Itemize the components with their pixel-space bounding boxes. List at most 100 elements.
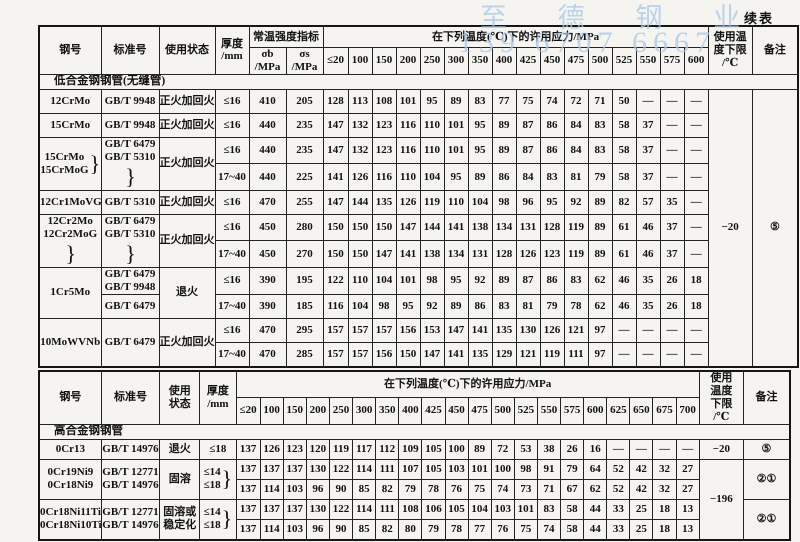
table-cell: 79 (539, 293, 565, 319)
header-sigma-s: σs /MPa (285, 47, 324, 75)
table-cell: 12CrMo (38, 88, 102, 114)
table-cell: 固溶 (159, 458, 201, 500)
table-cell: 270 (285, 240, 324, 268)
header-cell: 575 (659, 47, 685, 75)
table-cell: GB/T 6479 (100, 317, 160, 368)
table-cell: 97 (587, 341, 613, 368)
table-cell: 95 (467, 112, 493, 138)
table-cell: 470 (248, 189, 287, 215)
header-thickness: 厚度 /mm (199, 370, 237, 425)
section-label-high-alloy: 高合金钢钢管 (38, 423, 791, 440)
table-cell: 18 (683, 293, 709, 319)
table-cell: 84 (563, 136, 589, 165)
table-cell: 285 (285, 341, 324, 368)
header-cell: 150 (371, 47, 397, 75)
table-cell: 76 (490, 518, 515, 541)
table-cell: 37 (659, 213, 685, 242)
table-cell: 38 (536, 438, 562, 460)
header-row: 钢号 标准号 使用状态 厚度 /mm 常温强度指标 在下列温度(℃)下的许用应力/MPa 使… (38, 25, 799, 75)
cell-lines: GB/T 6479 GB/T 5310 (104, 137, 156, 163)
header-cell: ≤20 (322, 47, 349, 75)
table-cell: 90 (328, 518, 354, 541)
table-cell: 15CrMo (38, 112, 102, 138)
table-row: GB/T 6479 17~40 390 185 116 104 98 95 92 89 86 83 81… (39, 293, 798, 319)
header-cell: 100 (259, 397, 284, 425)
table-cell: 91 (536, 458, 562, 480)
header-cell: 475 (467, 397, 492, 425)
table-row: 12Cr2Mo 12Cr2MoG} GB/T 6479 GB/T 5310} 正火加… (38, 213, 798, 268)
table-cell: 147 (322, 136, 349, 165)
table-cell: 116 (395, 112, 421, 138)
header-cell: 450 (444, 397, 469, 425)
table-cell: 79 (560, 458, 585, 480)
table-cell: 100 (444, 438, 469, 460)
table-cell: 58 (611, 163, 637, 191)
table-cell: 52 (606, 458, 631, 480)
table-cell: — (659, 112, 685, 138)
table-cell: 67 (560, 478, 585, 500)
table-cell: 138 (467, 213, 493, 242)
table-cell: ≤16 (214, 317, 250, 343)
table-cell: 470 (248, 341, 287, 368)
table-cell: 131 (515, 213, 541, 242)
min-temp-value: −20 (707, 88, 753, 368)
table-cell: 33 (606, 498, 631, 520)
table-cell: 126 (539, 317, 565, 343)
table-cell: 18 (652, 518, 677, 541)
remark-value: ⑤ (751, 88, 799, 368)
table-cell: 109 (398, 438, 423, 460)
table-cell: 101 (467, 458, 492, 480)
table-cell: 97 (587, 317, 613, 343)
table-cell: 130 (515, 317, 541, 343)
table-cell: 75 (467, 478, 492, 500)
table-cell: 17~40 (214, 341, 250, 368)
header-cell: 700 (675, 397, 700, 425)
table-cell: 35 (635, 266, 661, 295)
header-cell: 600 (683, 47, 709, 75)
table-cell: 78 (563, 293, 589, 319)
table-cell: 17~40 (214, 163, 250, 191)
header-cell: 300 (443, 47, 469, 75)
table-cell: 470 (248, 317, 287, 343)
table-cell: — (659, 136, 685, 165)
table-row: 17~40 440 225 141 126 116 110 104 95 89 86 84 83 81 79… (39, 163, 798, 191)
table-cell: 103 (490, 498, 515, 520)
header-min-use-temp: 使用温 度下限 /℃ (707, 25, 753, 75)
table-cell: 137 (282, 458, 307, 480)
header-row: 钢号 标准号 使用 状态 厚度 /mm 在下列温度(℃)下的许用应力/MPa 使用 温度 … (38, 370, 791, 425)
table-cell: 85 (352, 518, 377, 541)
table-cell: 112 (375, 438, 400, 460)
continued-table-label: 续表 (744, 11, 775, 26)
table-cell: 147 (395, 213, 421, 242)
table-cell: 61 (611, 240, 637, 268)
table-cell: 62 (587, 266, 613, 295)
table-row: 17~40 470 285 157 157 156 150 147 141 135 129 121 11… (39, 341, 798, 368)
header-cell: 500 (587, 47, 613, 75)
header-cell: 575 (560, 397, 585, 425)
table-cell: 83 (563, 266, 589, 295)
table-cell: 64 (583, 458, 608, 480)
table-row: 15CrMo GB/T 9948 正火加回火 ≤16 440 235 147 132 123 11… (38, 112, 798, 138)
table-cell: 119 (563, 213, 589, 242)
table-cell: 225 (285, 163, 324, 191)
header-cell: 300 (352, 397, 377, 425)
table-cell: 132 (347, 136, 373, 165)
header-cell: 400 (491, 47, 517, 75)
header-steel-grade: 钢号 (38, 25, 102, 75)
table-cell: 150 (347, 240, 373, 268)
table-cell: 82 (611, 189, 637, 215)
table-cell: 18 (683, 266, 709, 295)
table-cell: — (635, 341, 661, 368)
table-cell: 89 (491, 266, 517, 295)
brace-glyph: } (89, 150, 101, 176)
table-cell: 119 (563, 240, 589, 268)
table-cell: 15CrMo 15CrMoG} (38, 136, 102, 191)
table-cell: 144 (347, 189, 373, 215)
table-cell: — (611, 341, 637, 368)
table-cell: 76 (444, 478, 469, 500)
table-cell: 150 (371, 213, 397, 242)
table-cell: 126 (395, 189, 421, 215)
table-cell: 105 (421, 458, 446, 480)
table-cell: 135 (491, 317, 517, 343)
remark-value: ②① (742, 498, 791, 541)
